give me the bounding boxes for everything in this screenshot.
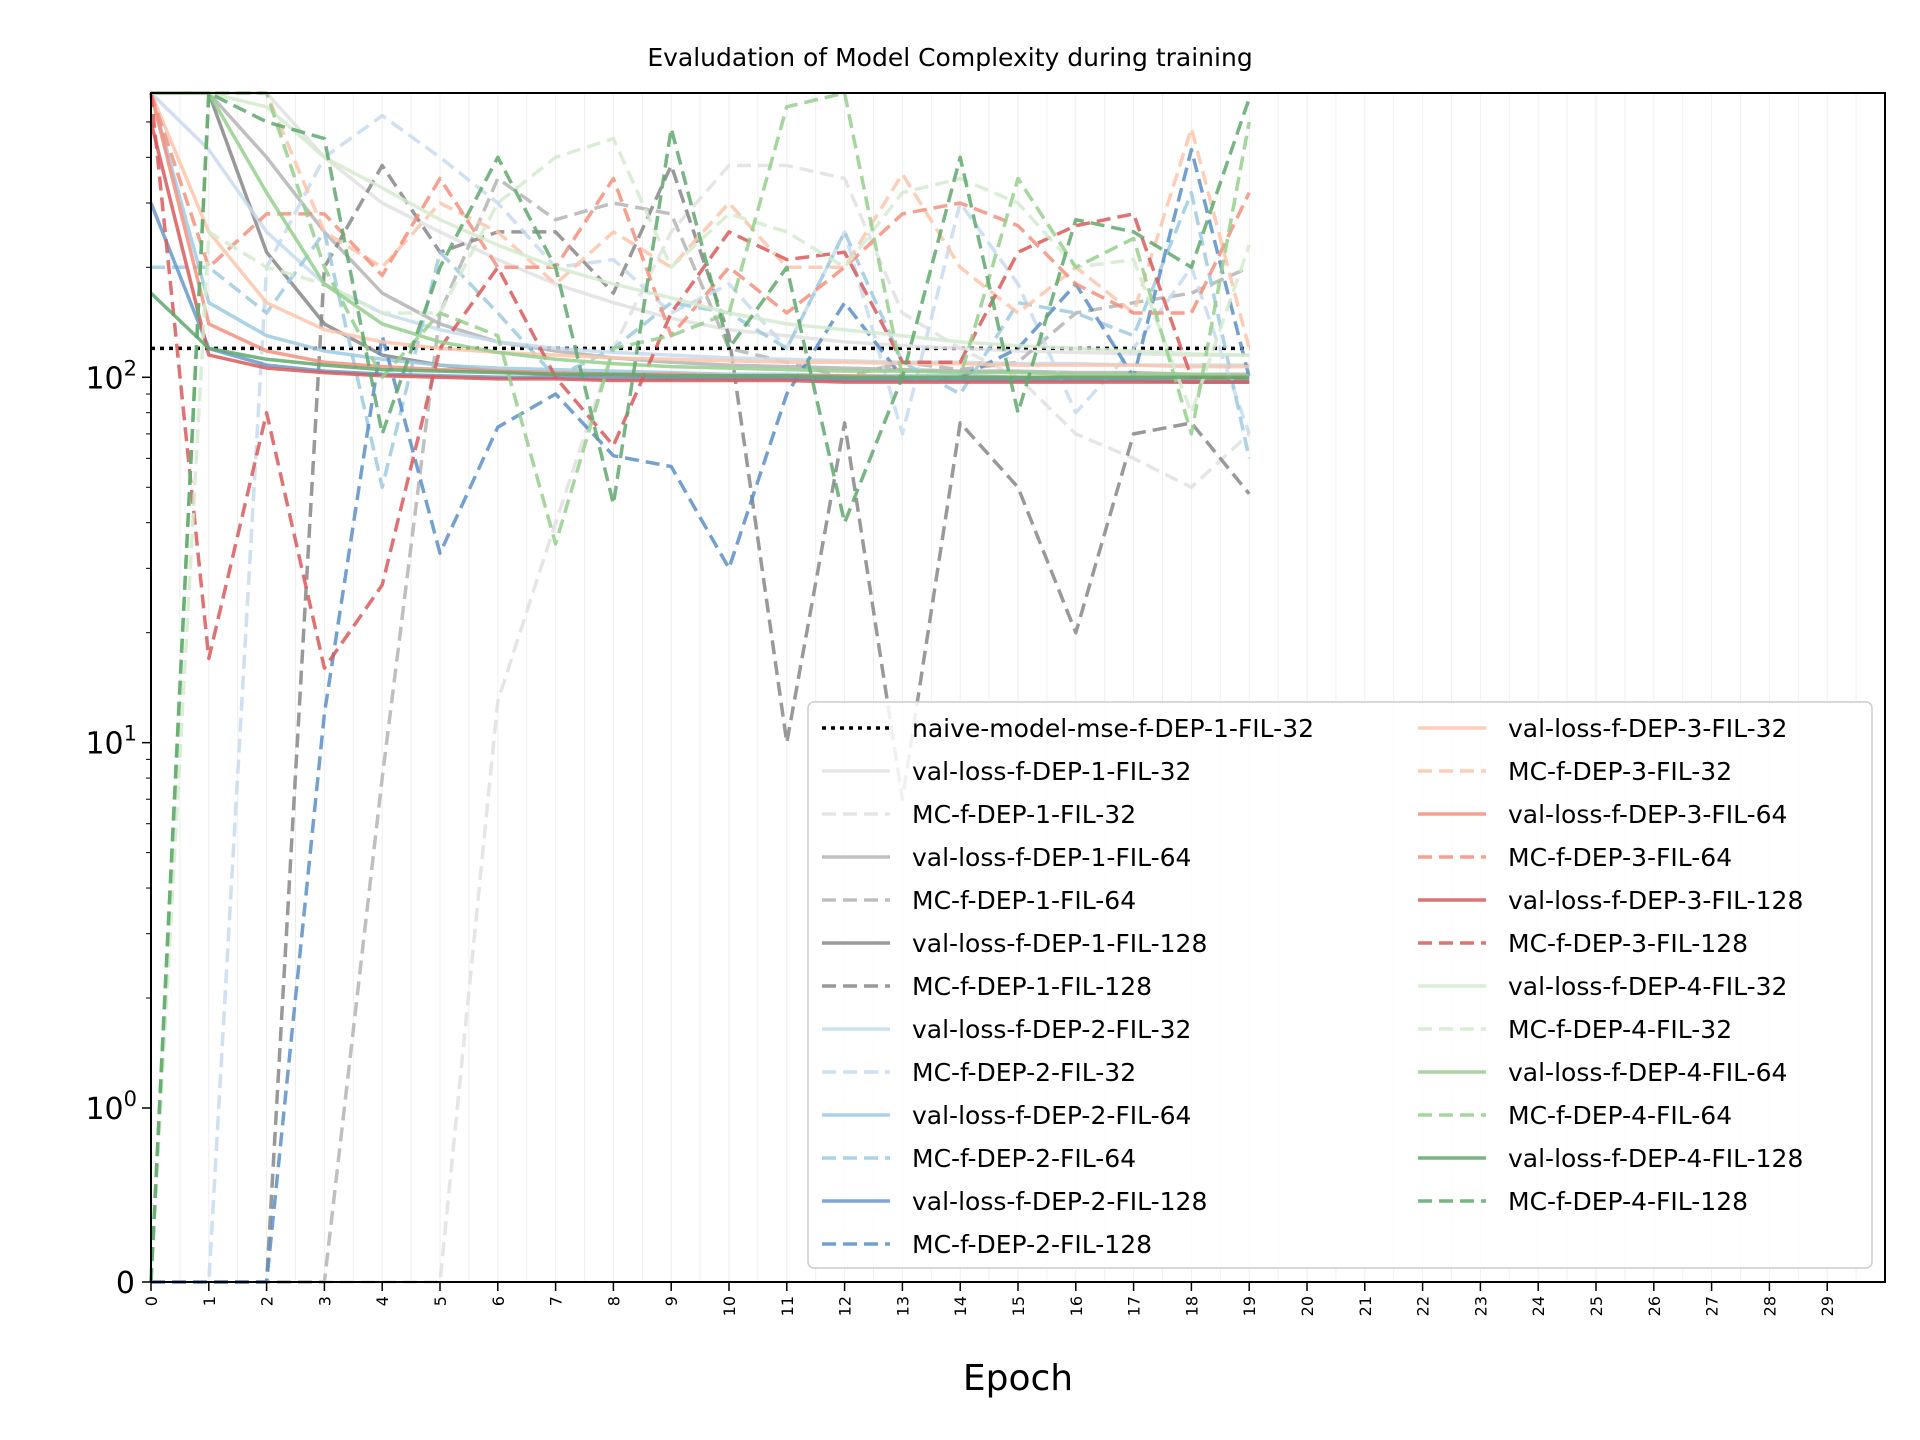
legend-label: MC-f-DEP-2-FIL-32 [912, 1058, 1136, 1087]
y-axis: 0 100 101 102 [85, 121, 151, 1301]
x-tick-label: 22 [1414, 1296, 1433, 1316]
x-tick-label: 3 [315, 1296, 334, 1306]
y-tick-label: 100 [85, 1087, 137, 1127]
x-tick-label: 18 [1182, 1296, 1201, 1316]
x-tick-label: 26 [1645, 1296, 1664, 1316]
series-line [151, 176, 1250, 1284]
series-line [151, 163, 1251, 1284]
x-tick-label: 5 [431, 1296, 450, 1306]
x-tick-label: 25 [1587, 1296, 1606, 1316]
series-line [149, 121, 1250, 384]
x-tick-label: 13 [893, 1296, 912, 1316]
series-line [149, 91, 1251, 1283]
x-tick-label: 20 [1298, 1296, 1317, 1316]
legend-label: val-loss-f-DEP-2-FIL-64 [912, 1101, 1191, 1130]
legend-label: val-loss-f-DEP-3-FIL-32 [1508, 714, 1787, 743]
legend-label: val-loss-f-DEP-4-FIL-32 [1508, 972, 1787, 1001]
x-tick-label: 1 [200, 1296, 219, 1306]
legend-label: naive-model-mse-f-DEP-1-FIL-32 [912, 714, 1314, 743]
legend-label: val-loss-f-DEP-3-FIL-128 [1508, 886, 1803, 915]
x-tick-label: 0 [142, 1296, 161, 1306]
x-tick-label: 24 [1529, 1296, 1548, 1316]
series-line [151, 113, 1251, 1284]
legend-label: val-loss-f-DEP-4-FIL-128 [1508, 1144, 1803, 1173]
x-tick-label: 27 [1703, 1296, 1722, 1316]
series-line [151, 163, 1251, 1284]
series-layer [149, 91, 1251, 1284]
legend-label: val-loss-f-DEP-4-FIL-64 [1508, 1058, 1787, 1087]
x-tick-label: 8 [604, 1296, 623, 1306]
legend-label: MC-f-DEP-4-FIL-64 [1508, 1101, 1732, 1130]
series-line [151, 91, 1250, 357]
legend: naive-model-mse-f-DEP-1-FIL-32 val-loss-f… [807, 701, 1873, 1269]
x-tick-label: 17 [1125, 1296, 1144, 1316]
series-line [149, 92, 1250, 369]
x-tick-label: 2 [258, 1296, 277, 1306]
x-tick-label: 12 [836, 1296, 855, 1316]
legend-label: MC-f-DEP-1-FIL-32 [912, 800, 1136, 829]
legend-label: MC-f-DEP-2-FIL-64 [912, 1144, 1136, 1173]
x-tick-label: 11 [778, 1296, 797, 1316]
legend-label: MC-f-DEP-3-FIL-64 [1508, 843, 1732, 872]
legend-label: val-loss-f-DEP-1-FIL-64 [912, 843, 1191, 872]
series-line [151, 147, 1251, 1284]
legend-label: val-loss-f-DEP-3-FIL-64 [1508, 800, 1787, 829]
legend-label: MC-f-DEP-2-FIL-128 [912, 1230, 1152, 1259]
series-line [149, 92, 1251, 338]
x-tick-label: 21 [1356, 1296, 1375, 1316]
x-tick-label: 23 [1471, 1296, 1490, 1316]
series-line [151, 190, 1251, 490]
x-tick-label: 7 [547, 1296, 566, 1306]
x-tick-label: 19 [1240, 1296, 1259, 1316]
chart-title: Evaludation of Model Complexity during t… [647, 43, 1252, 72]
y-tick-label: 102 [85, 356, 137, 396]
legend-label: MC-f-DEP-4-FIL-128 [1508, 1187, 1748, 1216]
y-tick-label: 101 [85, 722, 137, 762]
x-axis: 0 1 2 3 4 5 6 7 8 9 10 11 12 13 14 15 16 17 18 19 20 21 22 23 24… [142, 1282, 1837, 1316]
x-tick-label: 9 [662, 1296, 681, 1306]
legend-box [807, 701, 1873, 1269]
legend-label: val-loss-f-DEP-1-FIL-32 [912, 757, 1191, 786]
x-tick-label: 29 [1818, 1296, 1837, 1316]
legend-label: MC-f-DEP-1-FIL-64 [912, 886, 1136, 915]
legend-label: MC-f-DEP-3-FIL-128 [1508, 929, 1748, 958]
series-line [151, 91, 1250, 378]
x-tick-label: 16 [1067, 1296, 1086, 1316]
legend-label: val-loss-f-DEP-2-FIL-128 [912, 1187, 1207, 1216]
legend-label: val-loss-f-DEP-2-FIL-32 [912, 1015, 1191, 1044]
legend-label: MC-f-DEP-4-FIL-32 [1508, 1015, 1732, 1044]
legend-label: MC-f-DEP-3-FIL-32 [1508, 757, 1732, 786]
x-tick-label: 10 [720, 1296, 739, 1316]
x-axis-label: Epoch [963, 1358, 1073, 1399]
x-tick-label: 28 [1760, 1296, 1779, 1316]
y-tick-label: 0 [116, 1266, 135, 1301]
x-tick-label: 14 [951, 1296, 970, 1316]
x-tick-label: 6 [489, 1296, 508, 1306]
series-line [149, 92, 1250, 670]
series-line [149, 291, 1250, 380]
legend-label: val-loss-f-DEP-1-FIL-128 [912, 929, 1207, 958]
x-tick-label: 15 [1009, 1296, 1028, 1316]
x-tick-label: 4 [373, 1296, 392, 1306]
legend-label: MC-f-DEP-1-FIL-128 [912, 972, 1152, 1001]
